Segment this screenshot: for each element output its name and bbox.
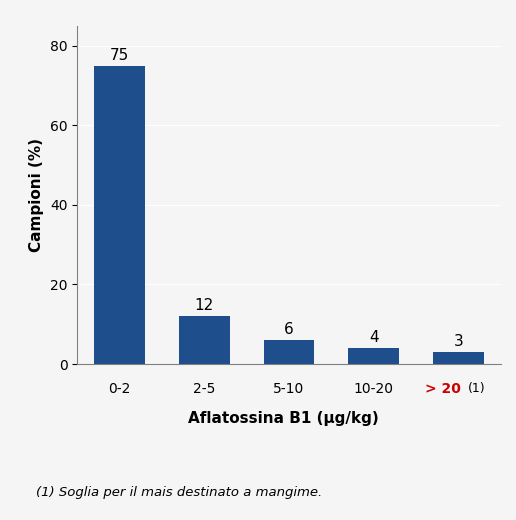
Text: 6: 6 bbox=[284, 322, 294, 337]
Y-axis label: Campioni (%): Campioni (%) bbox=[29, 138, 44, 252]
Bar bbox=[264, 340, 314, 364]
Text: 5-10: 5-10 bbox=[273, 382, 304, 396]
Bar bbox=[94, 66, 145, 364]
Text: > 20: > 20 bbox=[425, 382, 461, 396]
Text: 12: 12 bbox=[195, 298, 214, 313]
Text: (1): (1) bbox=[468, 382, 486, 395]
Text: Aflatossina B1 (μg/kg): Aflatossina B1 (μg/kg) bbox=[188, 411, 379, 426]
Text: 3: 3 bbox=[454, 334, 463, 349]
Text: 75: 75 bbox=[110, 48, 130, 62]
Bar bbox=[348, 348, 399, 364]
Text: 10-20: 10-20 bbox=[353, 382, 394, 396]
Bar bbox=[179, 316, 230, 364]
Text: 2-5: 2-5 bbox=[193, 382, 216, 396]
Text: 0-2: 0-2 bbox=[108, 382, 131, 396]
Bar bbox=[433, 352, 483, 364]
Text: (1) Soglia per il mais destinato a mangime.: (1) Soglia per il mais destinato a mangi… bbox=[36, 486, 322, 499]
Text: 4: 4 bbox=[369, 330, 378, 345]
